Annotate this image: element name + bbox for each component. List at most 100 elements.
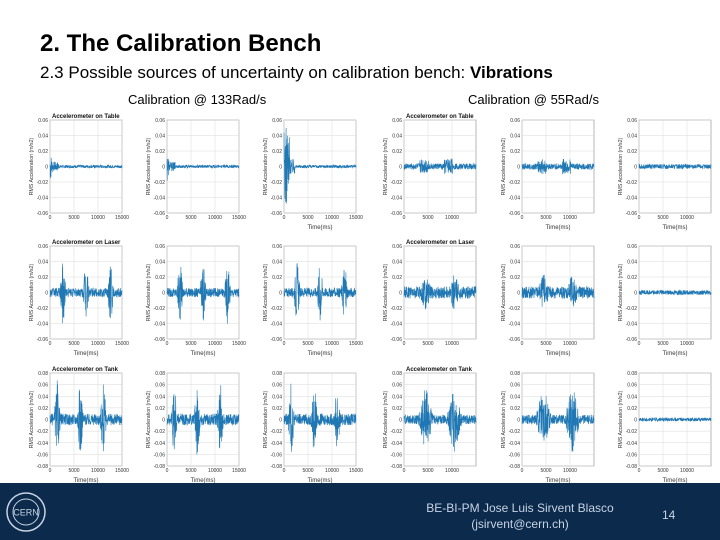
y-tick-label: -0.06: [154, 337, 166, 343]
subtitle-text: 2.3 Possible sources of uncertainty on c…: [40, 63, 470, 82]
chart-55rad-s-x-row0: 0.060.040.020-0.02-0.04-0.060 5000 10000RM…: [383, 114, 477, 221]
group-title-133: Calibration @ 133Rad/s: [128, 92, 267, 107]
x-tick-label: 5000: [302, 468, 313, 474]
x-tick-label: 5000: [540, 468, 551, 474]
x-tick-label: 0: [49, 468, 52, 474]
x-tick-label: 10000: [445, 341, 459, 347]
y-axis-label: RMS Acceleration (m/s2): [501, 391, 507, 449]
y-tick-label: -0.02: [509, 429, 521, 435]
y-tick-label: -0.02: [391, 180, 403, 186]
y-tick-label: 0.06: [392, 383, 402, 389]
y-axis-label: RMS Acceleration (m/s2): [501, 264, 507, 322]
y-tick-label: 0.06: [272, 383, 282, 389]
x-axis-label: Time(ms): [662, 351, 687, 357]
x-axis-label: Time(ms): [73, 478, 98, 484]
x-tick-label: 0: [283, 215, 286, 221]
y-tick-label: -0.04: [271, 322, 283, 328]
x-tick-label: 5000: [657, 341, 668, 347]
x-tick-label: 5000: [657, 215, 668, 221]
y-tick-label: -0.06: [626, 452, 638, 458]
signal-line: [49, 380, 123, 452]
y-tick-label: -0.06: [509, 211, 521, 217]
x-tick-label: 15000: [115, 468, 129, 474]
y-tick-label: 0.04: [155, 134, 165, 140]
y-axis-label: RMS Acceleration (m/s2): [618, 138, 624, 196]
y-tick-label: 0.02: [627, 406, 637, 412]
y-tick-label: -0.06: [626, 337, 638, 343]
y-tick-label: 0.06: [272, 244, 282, 250]
y-tick-label: 0: [399, 165, 402, 171]
y-tick-label: 0.02: [272, 275, 282, 281]
y-tick-label: -0.04: [509, 322, 521, 328]
y-tick-label: -0.04: [391, 441, 403, 447]
chart-55rad-s-z-row1: 0.060.040.020-0.02-0.04-0.060 5000 10000RM…: [618, 244, 712, 357]
y-tick-label: -0.04: [626, 322, 638, 328]
x-tick-label: 5000: [422, 341, 433, 347]
x-axis-label: Time(ms): [190, 478, 215, 484]
y-tick-label: 0.04: [627, 394, 637, 400]
signal-line: [638, 163, 712, 170]
y-tick-label: -0.02: [37, 429, 49, 435]
chart-133rad-s-x-row0: 0.060.040.020-0.02-0.04-0.060 5000 10000 15…: [29, 114, 129, 221]
y-tick-label: -0.06: [391, 452, 403, 458]
x-axis-label: Time(ms): [307, 351, 332, 357]
chart-55rad-s-y-row1: 0.060.040.020-0.02-0.04-0.060 5000 10000RM…: [501, 244, 595, 357]
y-tick-label: 0.02: [272, 406, 282, 412]
signal-line: [521, 392, 595, 452]
y-tick-label: 0.06: [155, 383, 165, 389]
slide-title: 2. The Calibration Bench: [40, 30, 322, 57]
y-tick-label: 0.08: [392, 371, 402, 377]
chart-title: Accelerometer on Table: [406, 114, 474, 120]
y-tick-label: 0.06: [627, 118, 637, 124]
group-title-55: Calibration @ 55Rad/s: [468, 92, 599, 107]
y-axis-label: RMS Acceleration (m/s2): [146, 138, 152, 196]
y-axis-label: RMS Acceleration (m/s2): [263, 391, 269, 449]
y-tick-label: 0.08: [510, 371, 520, 377]
x-tick-label: 5000: [68, 341, 79, 347]
chart-title: Accelerometer on Laser: [406, 240, 475, 246]
y-tick-label: -0.04: [391, 322, 403, 328]
y-tick-label: -0.04: [626, 441, 638, 447]
chart-133rad-s-z-row1: 0.060.040.020-0.02-0.04-0.060 5000 10000 15…: [263, 244, 363, 357]
x-tick-label: 0: [638, 468, 641, 474]
y-tick-label: -0.04: [391, 196, 403, 202]
y-axis-label: RMS Acceleration (m/s2): [383, 138, 389, 196]
y-tick-label: -0.06: [271, 211, 283, 217]
y-tick-label: 0: [279, 165, 282, 171]
y-tick-label: 0.02: [510, 149, 520, 155]
slide-subtitle: 2.3 Possible sources of uncertainty on c…: [40, 63, 553, 83]
chart-title: Accelerometer on Tank: [406, 367, 473, 373]
x-tick-label: 0: [403, 215, 406, 221]
x-tick-label: 10000: [208, 468, 222, 474]
y-tick-label: 0: [45, 291, 48, 297]
y-axis-label: RMS Acceleration (m/s2): [618, 391, 624, 449]
x-tick-label: 15000: [349, 215, 363, 221]
signal-line: [521, 158, 595, 175]
y-tick-label: 0: [517, 418, 520, 424]
y-tick-label: -0.04: [154, 322, 166, 328]
x-tick-label: 10000: [563, 468, 577, 474]
y-tick-label: 0.06: [272, 118, 282, 124]
y-tick-label: -0.02: [626, 180, 638, 186]
y-tick-label: -0.06: [509, 337, 521, 343]
y-tick-label: 0.02: [38, 149, 48, 155]
signal-line: [166, 266, 240, 324]
x-tick-label: 10000: [208, 341, 222, 347]
y-tick-label: 0.04: [510, 260, 520, 266]
y-tick-label: -0.02: [391, 429, 403, 435]
y-tick-label: 0: [517, 291, 520, 297]
y-axis-label: RMS Acceleration (m/s2): [501, 138, 507, 196]
y-tick-label: -0.04: [509, 441, 521, 447]
y-tick-label: 0: [517, 165, 520, 171]
y-tick-label: 0.04: [392, 134, 402, 140]
y-tick-label: -0.04: [626, 196, 638, 202]
y-tick-label: 0.06: [392, 118, 402, 124]
y-tick-label: -0.06: [154, 211, 166, 217]
subtitle-emphasis: Vibrations: [469, 63, 553, 82]
x-axis-label: Time(ms): [73, 351, 98, 357]
y-tick-label: -0.04: [154, 441, 166, 447]
y-tick-label: 0.04: [38, 134, 48, 140]
y-tick-label: -0.04: [509, 196, 521, 202]
y-tick-label: 0: [162, 165, 165, 171]
chart-133rad-s-x-row2: 0.080.060.040.020-0.02-0.04-0.06-0.080 50…: [29, 367, 129, 484]
